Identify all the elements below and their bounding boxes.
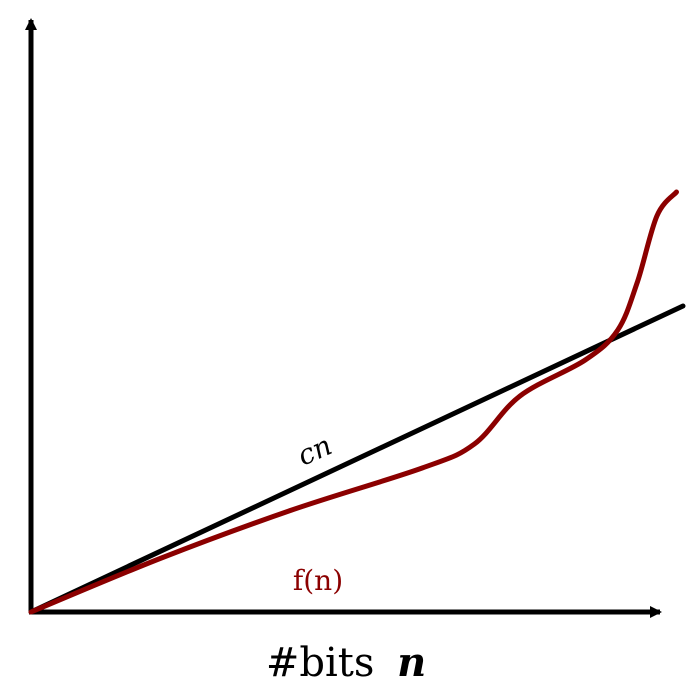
x-axis-label: #bits n bbox=[266, 639, 426, 686]
cn-label: cn bbox=[292, 429, 336, 473]
x-axis-label-variable: n bbox=[397, 639, 426, 686]
series-cn-line bbox=[28, 303, 686, 615]
x-axis-label-prefix: #bits bbox=[266, 640, 375, 686]
f-n-label: f(n) bbox=[293, 564, 343, 597]
series-f-n-curve bbox=[28, 189, 679, 615]
